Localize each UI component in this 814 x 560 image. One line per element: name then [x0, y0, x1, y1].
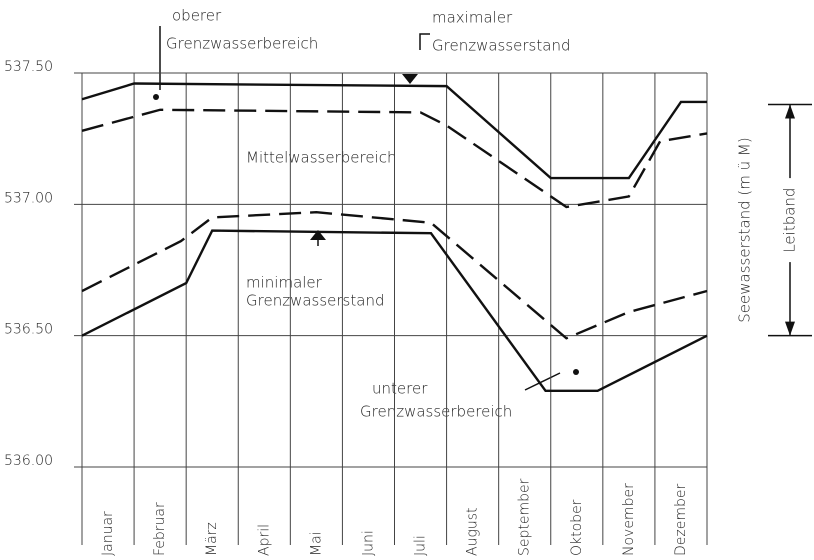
leitband-arrow	[785, 104, 795, 119]
annotation: Grenzwasserstand	[432, 37, 570, 55]
x-tick-label: Oktober	[569, 499, 585, 556]
pointer	[524, 372, 561, 391]
annotation-pointers	[159, 26, 561, 391]
line	[81, 108, 708, 209]
x-tick-label: Mai	[308, 531, 324, 556]
min-marker	[310, 230, 326, 240]
annotation: Grenzwasserstand	[246, 292, 384, 310]
annotation: Mittelwasserbereich	[246, 149, 397, 167]
x-tick-label: Januar	[100, 511, 116, 556]
x-tick-label: August	[465, 507, 481, 556]
y-tick-label: 536.50	[4, 322, 53, 338]
annotation: maximaler	[432, 9, 513, 27]
y-axis-label: Seewasserstand (m ü M)	[736, 137, 754, 322]
y-tick-label: 537.50	[4, 59, 53, 75]
line	[81, 82, 707, 180]
y-tick-label: 536.00	[4, 453, 53, 469]
x-tick-label: Februar	[152, 502, 168, 556]
annotation: minimaler	[246, 274, 323, 292]
annotation: unterer	[372, 380, 428, 398]
x-tick-label: März	[204, 522, 220, 556]
leitband-label: Leitband	[781, 188, 799, 253]
annotation: Grenzwasserbereich	[166, 35, 318, 53]
x-tick-label: Juni	[360, 530, 376, 556]
x-tick-label: September	[517, 478, 533, 556]
pointer	[419, 33, 430, 50]
max-marker	[402, 74, 418, 84]
x-tick-label: November	[621, 483, 637, 556]
dot	[153, 94, 159, 100]
y-tick-label: 537.00	[4, 190, 53, 206]
x-tick-label: Juli	[413, 535, 429, 556]
x-tick-label: Dezember	[673, 484, 689, 556]
annotation: oberer	[172, 7, 222, 25]
annotation: Grenzwasserbereich	[360, 403, 512, 421]
leitband-arrow	[785, 321, 795, 336]
line	[81, 211, 708, 340]
x-tick-label: April	[256, 524, 272, 556]
dot	[573, 369, 579, 375]
line	[81, 229, 708, 393]
